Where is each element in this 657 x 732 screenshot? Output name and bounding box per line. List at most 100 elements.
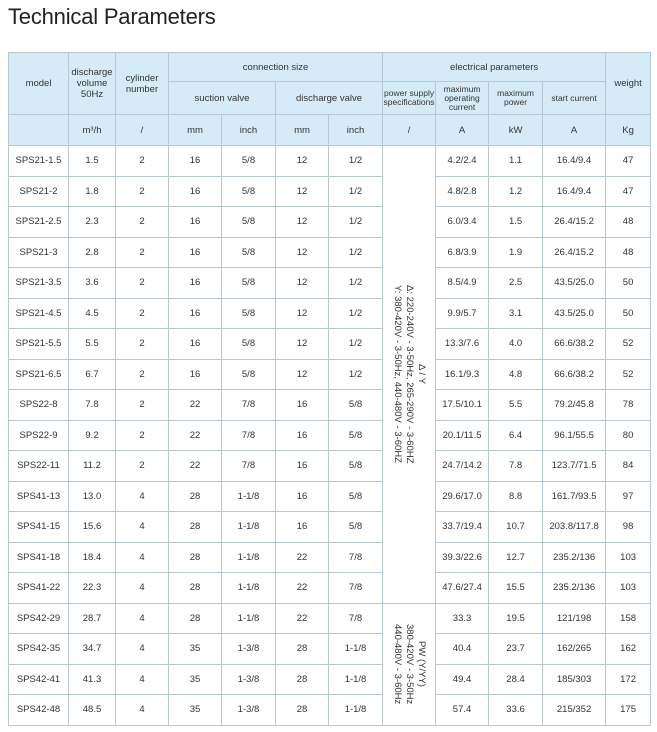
table-row: SPS42-41 41.3 4 35 1-3/8 28 1-1/8 49.4 28.4 185/3… <box>8 663 652 695</box>
value-cell: 4.8/2.8 <box>435 175 490 207</box>
value-cell: 4 <box>115 694 169 726</box>
value-cell: 16 <box>168 175 222 207</box>
value-cell: 15.6 <box>68 511 116 543</box>
value-cell: 34.7 <box>68 633 116 665</box>
value-cell: 1-1/8 <box>221 480 276 512</box>
value-cell: 16 <box>168 267 222 299</box>
header-discharge-volume: discharge volume 50Hz <box>68 52 116 115</box>
value-cell: 5/8 <box>221 297 276 329</box>
value-cell: 1/2 <box>327 145 384 177</box>
value-cell: 4 <box>115 541 169 573</box>
unit-cell: Kg <box>605 114 652 146</box>
value-cell: 2 <box>115 419 169 451</box>
value-cell: 4.0 <box>488 328 544 360</box>
value-cell: 7/8 <box>327 541 384 573</box>
table-row: SPS21-3.5 3.6 2 16 5/8 12 1/2 8.5/4.9 2.5 43.5/25… <box>8 267 652 299</box>
value-cell: 43.5/25.0 <box>542 297 607 329</box>
header-discharge-valve: discharge valve <box>274 81 384 115</box>
value-cell: 4 <box>115 480 169 512</box>
table-row: SPS42-29 28.7 4 28 1-1/8 22 7/8 PW (Y/YY) 380-42… <box>8 602 652 726</box>
value-cell: 79.2/45.8 <box>542 389 607 421</box>
value-cell: 1.8 <box>68 175 116 207</box>
table-row: SPS21-3 2.8 2 16 5/8 12 1/2 6.8/3.9 1.9 26.4/15.2… <box>8 236 652 268</box>
header-weight: weight <box>605 52 652 115</box>
value-cell: 4 <box>115 511 169 543</box>
header-electrical: electrical parameters <box>382 52 607 82</box>
value-cell: 28 <box>168 572 222 604</box>
value-cell: 5/8 <box>221 236 276 268</box>
value-cell: 1-1/8 <box>221 541 276 573</box>
table-row: SPS22-8 7.8 2 22 7/8 16 5/8 17.5/10.1 5.5 79.2/45… <box>8 389 652 421</box>
value-cell: 28 <box>168 602 222 634</box>
value-cell: 49.4 <box>435 663 490 695</box>
value-cell: 57.4 <box>435 694 490 726</box>
value-cell: 1-1/8 <box>327 633 384 665</box>
model-cell: SPS22-11 <box>8 450 69 482</box>
unit-cell: A <box>542 114 607 146</box>
value-cell: 16 <box>168 328 222 360</box>
model-cell: SPS21-1.5 <box>8 145 69 177</box>
value-cell: 12 <box>275 145 329 177</box>
table-row: SPS22-9 9.2 2 22 7/8 16 5/8 20.1/11.5 6.4 96.1/55… <box>8 419 652 451</box>
header-connection-size: connection size <box>167 52 384 82</box>
value-cell: 2.8 <box>68 236 116 268</box>
value-cell: 22 <box>168 419 222 451</box>
value-cell: 18.4 <box>68 541 116 573</box>
value-cell: 66.6/38.2 <box>542 328 607 360</box>
table-row: SPS21-4.5 4.5 2 16 5/8 12 1/2 9.9/5.7 3.1 43.5/25… <box>8 297 652 329</box>
value-cell: 7/8 <box>327 572 384 604</box>
value-cell: 12 <box>275 236 329 268</box>
model-cell: SPS22-9 <box>8 419 69 451</box>
power-supply-line: Δ: 220-240V - 3-50Hz, 265-290V - 3-60HZ <box>404 285 416 464</box>
value-cell: 4.2/2.4 <box>435 145 490 177</box>
value-cell: 16 <box>275 450 329 482</box>
value-cell: 215/352 <box>542 694 607 726</box>
value-cell: 22.3 <box>68 572 116 604</box>
table-row: SPS22-11 11.2 2 22 7/8 16 5/8 24.7/14.2 7.8 123.7… <box>8 450 652 482</box>
model-cell: SPS41-22 <box>8 572 69 604</box>
table-row: SPS21-2 1.8 2 16 5/8 12 1/2 4.8/2.8 1.2 16.4/9.4 4… <box>8 175 652 207</box>
value-cell: 9.9/5.7 <box>435 297 490 329</box>
value-cell: 15.5 <box>488 572 544 604</box>
value-cell: 16 <box>275 511 329 543</box>
value-cell: 5/8 <box>221 175 276 207</box>
header-max-power: maximum power <box>488 81 544 115</box>
value-cell: 2 <box>115 206 169 238</box>
value-cell: 33.3 <box>435 602 490 634</box>
value-cell: 28 <box>168 511 222 543</box>
model-cell: SPS21-4.5 <box>8 297 69 329</box>
value-cell: 1.5 <box>488 206 544 238</box>
table-row: SPS41-13 13.0 4 28 1-1/8 16 5/8 29.6/17.0 8.8 161… <box>8 480 652 512</box>
value-cell: 17.5/10.1 <box>435 389 490 421</box>
table-row: SPS21-2.5 2.3 2 16 5/8 12 1/2 6.0/3.4 1.5 26.4/15… <box>8 206 652 238</box>
value-cell: 7/8 <box>327 602 384 634</box>
unit-cell: / <box>115 114 169 146</box>
value-cell: 12 <box>275 358 329 390</box>
value-cell: 121/198 <box>542 602 607 634</box>
value-cell: 22 <box>275 541 329 573</box>
value-cell: 48 <box>605 236 652 268</box>
unit-cell: inch <box>327 114 384 146</box>
power-supply-line: 380-420V - 3-50Hz <box>404 623 416 705</box>
value-cell: 2 <box>115 297 169 329</box>
value-cell: 2.5 <box>488 267 544 299</box>
value-cell: 50 <box>605 267 652 299</box>
value-cell: 6.8/3.9 <box>435 236 490 268</box>
table-row: SPS41-22 22.3 4 28 1-1/8 22 7/8 47.6/27.4 15.5 23… <box>8 572 652 604</box>
page-title: Technical Parameters <box>8 4 216 29</box>
table-row: SPS42-48 48.5 4 35 1-3/8 28 1-1/8 57.4 33.6 215/3… <box>8 694 652 726</box>
value-cell: 2 <box>115 450 169 482</box>
value-cell: 33.7/19.4 <box>435 511 490 543</box>
value-cell: 10.7 <box>488 511 544 543</box>
value-cell: 26.4/15.2 <box>542 206 607 238</box>
value-cell: 7/8 <box>221 419 276 451</box>
value-cell: 175 <box>605 694 652 726</box>
value-cell: 80 <box>605 419 652 451</box>
value-cell: 2 <box>115 267 169 299</box>
value-cell: 41.3 <box>68 663 116 695</box>
unit-cell: mm <box>168 114 222 146</box>
value-cell: 97 <box>605 480 652 512</box>
value-cell: 78 <box>605 389 652 421</box>
value-cell: 47 <box>605 145 652 177</box>
value-cell: 47 <box>605 175 652 207</box>
